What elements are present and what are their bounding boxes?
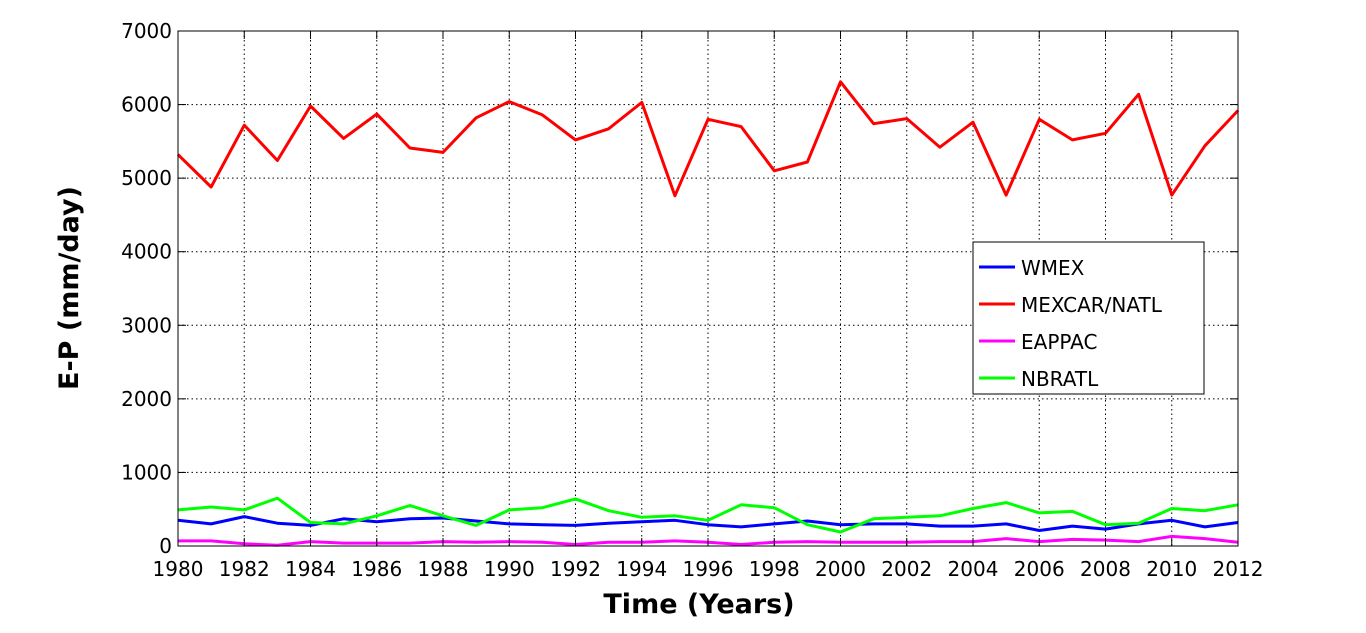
x-tick-label: 1986 — [351, 557, 402, 581]
y-tick-label: 2000 — [121, 387, 172, 411]
x-tick-label: 2008 — [1080, 557, 1131, 581]
x-tick-label: 1988 — [418, 557, 469, 581]
y-tick-label: 3000 — [121, 313, 172, 337]
x-tick-label: 1992 — [550, 557, 601, 581]
legend-label-nbratl: NBRATL — [1021, 367, 1099, 391]
x-tick-label: 1996 — [683, 557, 734, 581]
legend-label-eappac: EAPPAC — [1021, 330, 1097, 354]
x-tick-label: 1998 — [749, 557, 800, 581]
x-tick-label: 2010 — [1146, 557, 1197, 581]
x-tick-label: 2004 — [948, 557, 999, 581]
y-tick-label: 7000 — [121, 19, 172, 43]
y-tick-label: 1000 — [121, 460, 172, 484]
x-tick-label: 1990 — [484, 557, 535, 581]
x-tick-label: 2012 — [1213, 557, 1264, 581]
x-tick-label: 1980 — [153, 557, 204, 581]
y-tick-label: 5000 — [121, 166, 172, 190]
x-axis-title: Time (Years) — [603, 589, 794, 620]
y-tick-label: 6000 — [121, 93, 172, 117]
y-tick-label: 0 — [159, 534, 172, 558]
x-tick-label: 1984 — [285, 557, 336, 581]
y-axis-title: E-P (mm/day) — [54, 186, 85, 390]
series-line-mexcar-natl — [176, 80, 1240, 198]
x-tick-label: 1982 — [219, 557, 270, 581]
y-axis-ticks: 0 1000 2000 3000 4000 5000 6000 7000 — [121, 19, 1238, 558]
legend-label-mexcar-natl: MEXCAR/NATL — [1021, 293, 1163, 317]
series-line-nbratl — [177, 496, 1239, 534]
x-tick-label: 2002 — [881, 557, 932, 581]
legend: WMEX MEXCAR/NATL EAPPAC NBRATL — [972, 241, 1205, 395]
x-tick-label: 2000 — [815, 557, 866, 581]
x-tick-label: 1994 — [616, 557, 667, 581]
legend-label-wmex: WMEX — [1021, 256, 1085, 280]
y-tick-label: 4000 — [121, 240, 172, 264]
x-axis-ticks: 1980 1982 1984 1986 1988 1990 1992 1994 1996 1998… — [153, 31, 1264, 581]
x-tick-label: 2006 — [1014, 557, 1065, 581]
